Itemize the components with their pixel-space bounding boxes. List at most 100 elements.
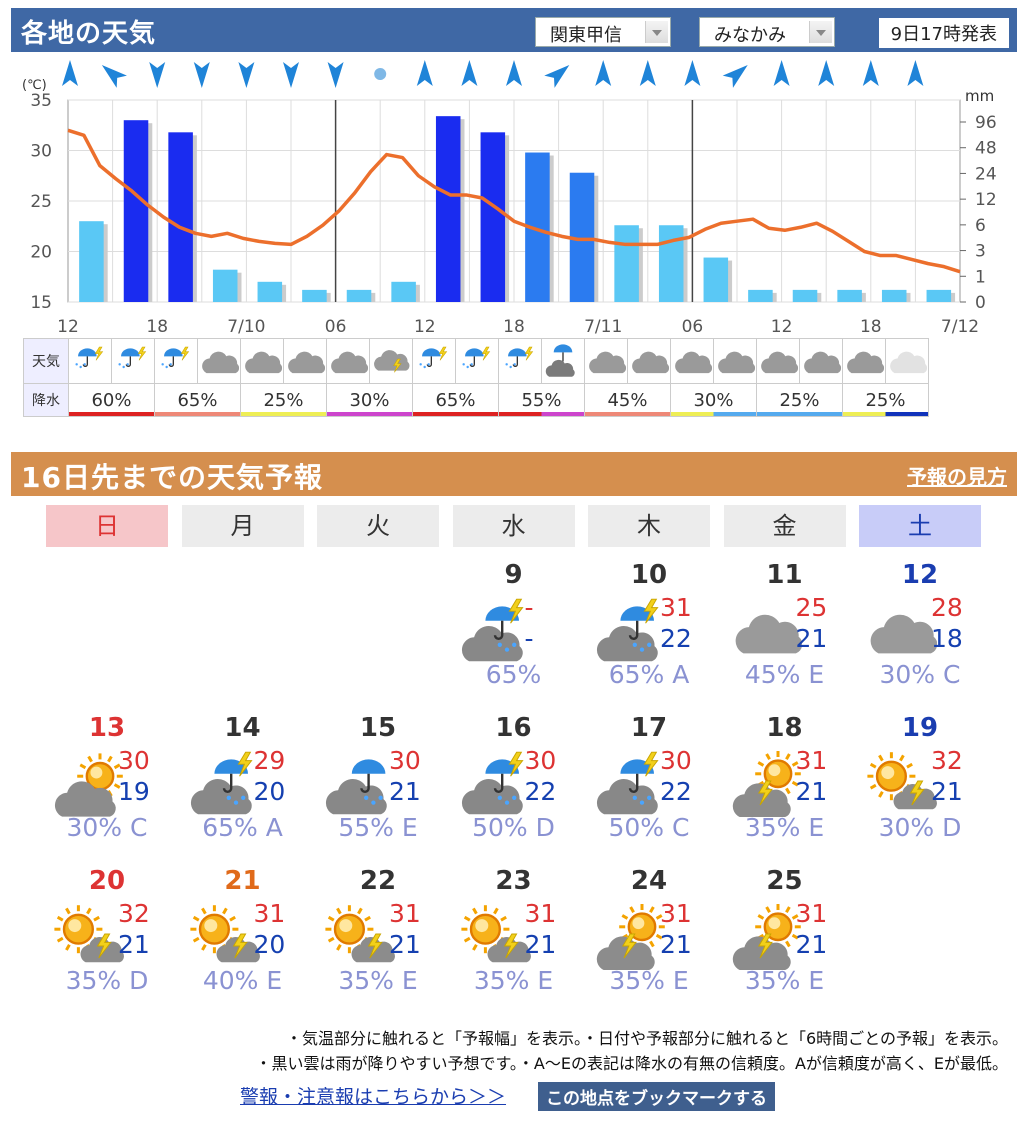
day-number: 19 — [901, 713, 939, 743]
precip-bar — [792, 289, 818, 302]
hourly-weather-cell[interactable] — [670, 338, 714, 384]
hourly-weather-cell[interactable] — [584, 338, 628, 384]
forecast-day-19[interactable]: 19 32 21 30% D — [855, 713, 985, 863]
chevron-down-icon — [809, 21, 832, 43]
hourly-weather-cell[interactable] — [541, 338, 585, 384]
umbrella-thunder-icon — [75, 346, 104, 369]
forecast-day-12[interactable]: 12 28 18 30% C — [855, 560, 985, 710]
hourly-weather-cell[interactable] — [283, 338, 327, 384]
issued-time: 9日17時発表 — [878, 18, 1009, 48]
wind-arrow-icon — [684, 60, 701, 86]
hourly-weather-cell[interactable] — [842, 338, 886, 384]
rain-thunder-icon — [461, 751, 524, 815]
wind-arrow-icon — [818, 60, 835, 86]
x-tick-label: 06 — [325, 317, 347, 337]
low-temp: 21 — [795, 930, 828, 959]
precip-probability: 50% C — [608, 813, 690, 842]
hourly-weather-cell[interactable] — [455, 338, 499, 384]
cloud-icon — [718, 351, 756, 374]
pop-color-bar — [241, 412, 326, 416]
forecast-day-18[interactable]: 18 31 21 35% E — [720, 713, 850, 863]
wind-arrow-icon — [506, 60, 522, 86]
forecast-day-15[interactable]: 15 30 21 55% E — [313, 713, 443, 863]
forecast-day-24[interactable]: 24 31 21 35% E — [584, 866, 714, 1016]
hourly-pop-cell: 25% — [756, 383, 843, 417]
region-select-value: 関東甲信 — [550, 25, 622, 46]
forecast-help-link[interactable]: 予報の見方 — [907, 465, 1007, 489]
cloud-icon — [735, 614, 802, 654]
precip-probability: 35% E — [338, 966, 418, 995]
hourly-weather-cell[interactable] — [154, 338, 198, 384]
x-tick-label: 06 — [682, 317, 704, 337]
forecast-day-16[interactable]: 16 30 22 50% D — [449, 713, 579, 863]
day-number: 9 — [504, 560, 523, 590]
x-tick-label: 18 — [860, 317, 882, 337]
weekday-header: 月 — [181, 505, 304, 547]
precip-tick-label: 6 — [975, 216, 986, 236]
precip-probability: 35% D — [65, 966, 149, 995]
rain-thunder-icon — [596, 598, 659, 662]
wind-arrow-icon — [416, 60, 433, 86]
forecast-day-23[interactable]: 23 31 21 35% E — [449, 866, 579, 1016]
hourly-weather-cell[interactable] — [326, 338, 370, 384]
temp-unit-label: (℃) — [22, 78, 47, 93]
precip-bar — [391, 281, 416, 302]
precip-bar — [837, 289, 862, 302]
hourly-weather-cell[interactable] — [713, 338, 757, 384]
place-select[interactable]: みなかみ — [699, 17, 835, 47]
warning-link[interactable]: 警報・注意報はこちらから＞＞ — [240, 1086, 507, 1108]
forecast-day-25[interactable]: 25 31 21 35% E — [720, 866, 850, 1016]
precip-bar — [79, 221, 104, 302]
wind-arrow-icon — [862, 60, 879, 86]
precip-tick-label: 96 — [975, 113, 997, 133]
pop-color-bar — [499, 412, 584, 416]
hourly-weather-cell[interactable] — [412, 338, 456, 384]
x-tick-label: 7/12 — [941, 317, 979, 337]
cloud-icon — [202, 351, 240, 374]
hourly-weather-cell[interactable] — [756, 338, 800, 384]
weather-row-label: 天気 — [23, 338, 69, 384]
day-number: 16 — [495, 713, 532, 743]
high-temp: 31 — [795, 746, 828, 775]
region-select[interactable]: 関東甲信 — [535, 17, 671, 47]
hourly-weather-cell[interactable] — [197, 338, 241, 384]
cloud-rain-icon — [325, 759, 387, 815]
x-tick-label: 12 — [414, 317, 436, 337]
rain-thunder-icon — [190, 751, 253, 815]
wind-arrow-icon — [461, 60, 478, 86]
forecast-day-22[interactable]: 22 31 21 35% E — [313, 866, 443, 1016]
wind-arrow-icon — [907, 60, 924, 86]
hourly-weather-cell[interactable] — [240, 338, 284, 384]
forecast-day-20[interactable]: 20 32 21 35% D — [42, 866, 172, 1016]
high-temp: 32 — [931, 746, 963, 775]
high-temp: 31 — [524, 899, 557, 928]
hourly-weather-cell[interactable] — [68, 338, 112, 384]
page-title: 各地の天気 — [21, 19, 157, 49]
weekday-header: 日 — [46, 505, 168, 547]
low-temp: 18 — [931, 624, 963, 653]
forecast-day-10[interactable]: 10 31 22 65% A — [584, 560, 714, 710]
forecast-day-14[interactable]: 14 29 20 65% A — [178, 713, 308, 863]
precip-tick-label: 0 — [975, 293, 986, 313]
forecast-day-13[interactable]: 13 30 19 30% C — [42, 713, 172, 863]
forecast-day-9[interactable]: 9- -65% — [449, 560, 579, 710]
forecast-day-11[interactable]: 11 25 21 45% E — [720, 560, 850, 710]
hourly-weather-cell[interactable] — [627, 338, 671, 384]
day-number: 10 — [630, 560, 668, 590]
forecast-day-17[interactable]: 17 30 22 50% C — [584, 713, 714, 863]
forecast-day-21[interactable]: 21 31 20 40% E — [178, 866, 308, 1016]
umbrella-thunder-icon — [161, 346, 190, 369]
hourly-pop-cell: 60% — [68, 383, 155, 417]
hourly-weather-cell[interactable] — [111, 338, 155, 384]
precip-probability: 35% E — [744, 813, 825, 842]
hourly-weather-cell[interactable] — [885, 338, 929, 384]
hourly-weather-cell[interactable] — [498, 338, 542, 384]
bookmark-button[interactable]: この地点をブックマークする — [538, 1082, 775, 1111]
weekday-header: 木 — [588, 505, 710, 547]
temperature-precip-chart[interactable]: 35 30 25 20 15 (℃) mm 96 48 24 12 6 3 1 0 12 18 7/10 06 12 1… — [0, 52, 1024, 342]
hourly-weather-cell[interactable] — [799, 338, 843, 384]
precip-bar — [435, 116, 461, 302]
wind-arrow-icon — [62, 60, 78, 86]
hourly-weather-cell[interactable] — [369, 338, 413, 384]
day-number: 18 — [766, 713, 803, 743]
